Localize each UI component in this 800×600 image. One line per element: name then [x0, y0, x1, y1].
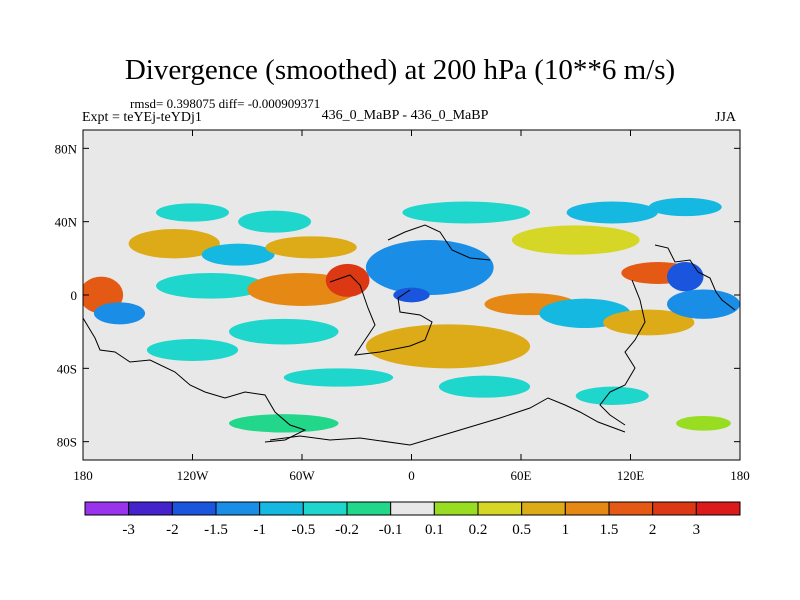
field-blob: [229, 414, 339, 433]
coastline-antarctica: [269, 397, 626, 446]
colorbar-swatch: [84, 501, 130, 516]
x-tick-label: 120W: [177, 468, 210, 483]
colorbar-label: -1: [253, 522, 266, 538]
field-blob: [667, 289, 740, 319]
colorbar-label: 1: [562, 522, 570, 538]
stats-text: rmsd= 0.398075 diff= -0.000909371: [130, 96, 321, 111]
field-blob: [566, 201, 658, 224]
x-tick-label: 0: [408, 468, 415, 483]
field-blob: [402, 201, 531, 224]
coastline-asia-east: [654, 244, 736, 311]
field-blob: [283, 368, 394, 387]
colorbar-label: -0.2: [335, 522, 359, 538]
colorbar: -3 -2 -1.5 -1 -0.5 -0.2 -0.1 0.1 0.2 0.5 1 1.5 2 3: [84, 501, 741, 538]
colorbar-swatch: [390, 501, 435, 516]
field-blob: [93, 302, 146, 325]
colorbar-swatch: [346, 501, 392, 516]
colorbar-label: 1.5: [600, 522, 619, 538]
field-blob: [365, 240, 494, 295]
x-tick-label: 60E: [511, 468, 532, 483]
field-blob: [511, 225, 640, 255]
field-blob: [676, 416, 731, 431]
colorbar-label: 0.5: [512, 522, 531, 538]
colorbar-swatch: [433, 501, 479, 516]
coastline-americas: [83, 317, 307, 443]
chart-title: Divergence (smoothed) at 200 hPa (10**6 …: [124, 54, 676, 86]
colorbar-label: 2: [649, 522, 657, 538]
x-tick-label: 180: [730, 468, 750, 483]
field-blob: [393, 287, 430, 303]
field-blob: [156, 273, 266, 299]
field-blob: [603, 309, 695, 336]
colorbar-label: 3: [693, 522, 701, 538]
field-blob: [128, 229, 220, 259]
field-blob: [156, 203, 229, 222]
colorbar-swatch: [302, 501, 348, 516]
field-blob: [648, 197, 722, 217]
field-blob: [229, 318, 339, 345]
experiment-text: Expt = teYEj-teYDj1: [82, 110, 202, 125]
colorbar-label: -0.1: [379, 522, 403, 538]
field-blob: [365, 324, 531, 369]
colorbar-swatch: [695, 501, 741, 516]
y-tick-label: 0: [71, 288, 78, 303]
field-blob: [201, 243, 275, 266]
field-blob: [667, 262, 704, 292]
field-blob: [265, 236, 357, 259]
y-tick-label: 40N: [55, 215, 78, 230]
colorbar-swatch: [215, 501, 261, 516]
field-blob: [438, 375, 531, 398]
coastline-indonesia: [599, 279, 646, 426]
field-blob: [238, 210, 312, 233]
colorbar-swatch: [564, 501, 610, 516]
x-tick-label: 60W: [289, 468, 315, 483]
colorbar-label: -0.5: [291, 522, 315, 538]
coastline-eurasia: [387, 224, 491, 261]
x-tick-label: 180: [73, 468, 93, 483]
colorbar-label: -1.5: [204, 522, 228, 538]
y-tick-label: 80S: [57, 435, 77, 450]
colorbar-swatch: [128, 501, 173, 516]
y-tick-label: 80N: [55, 141, 78, 156]
colorbar-label: -3: [122, 522, 135, 538]
colorbar-swatch: [477, 501, 523, 516]
colorbar-swatch: [521, 501, 566, 516]
colorbar-label: 0.2: [469, 522, 488, 538]
colorbar-swatch: [652, 501, 697, 516]
colorbar-swatch: [259, 501, 304, 516]
x-tick-label: 120E: [617, 468, 645, 483]
field-layer: [83, 197, 740, 433]
y-tick-label: 40S: [57, 361, 77, 376]
field-blob: [325, 263, 370, 297]
field-blob: [575, 386, 649, 406]
season-label: JJA: [715, 110, 737, 125]
colorbar-swatch: [608, 501, 654, 516]
colorbar-swatch: [171, 501, 217, 516]
colorbar-label: -2: [166, 522, 179, 538]
coastline-layer: [83, 224, 736, 446]
cases-text: 436_0_MaBP - 436_0_MaBP: [321, 108, 489, 123]
coastline-africa: [329, 274, 433, 356]
axis-layer: 180 120W 60W 0 60E 120E 180 80N 40N 0 40S 80S: [55, 130, 750, 483]
field-blob: [146, 339, 239, 361]
colorbar-label: 0.1: [425, 522, 444, 538]
